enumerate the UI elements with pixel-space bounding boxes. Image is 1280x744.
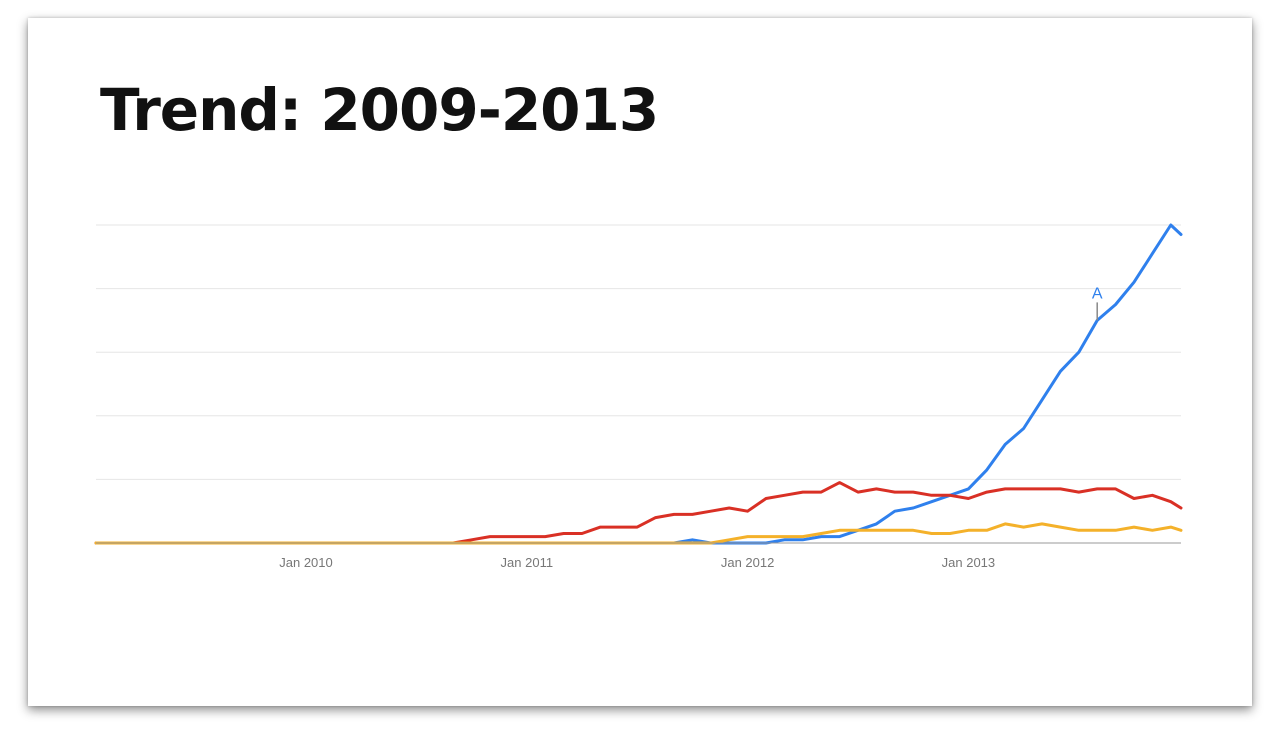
x-axis: Jan 2010 Jan 2011 Jan 2012 Jan 2013 <box>96 542 1181 570</box>
series-lines <box>94 223 1183 545</box>
series-line-0 <box>94 223 1183 545</box>
x-tick-label: Jan 2010 <box>279 555 333 570</box>
gridlines <box>96 224 1181 480</box>
annotation-label[interactable]: A <box>1092 285 1103 302</box>
annotations: A <box>1092 285 1103 321</box>
slide: Trend: 2009-2013 <box>28 18 1252 706</box>
series-line-1 <box>94 481 1183 545</box>
x-tick-label: Jan 2012 <box>721 555 775 570</box>
slide-title: Trend: 2009-2013 <box>100 76 659 144</box>
x-tick-label: Jan 2011 <box>501 555 554 570</box>
series-line-2 <box>94 522 1183 545</box>
x-tick-label: Jan 2013 <box>942 555 996 570</box>
